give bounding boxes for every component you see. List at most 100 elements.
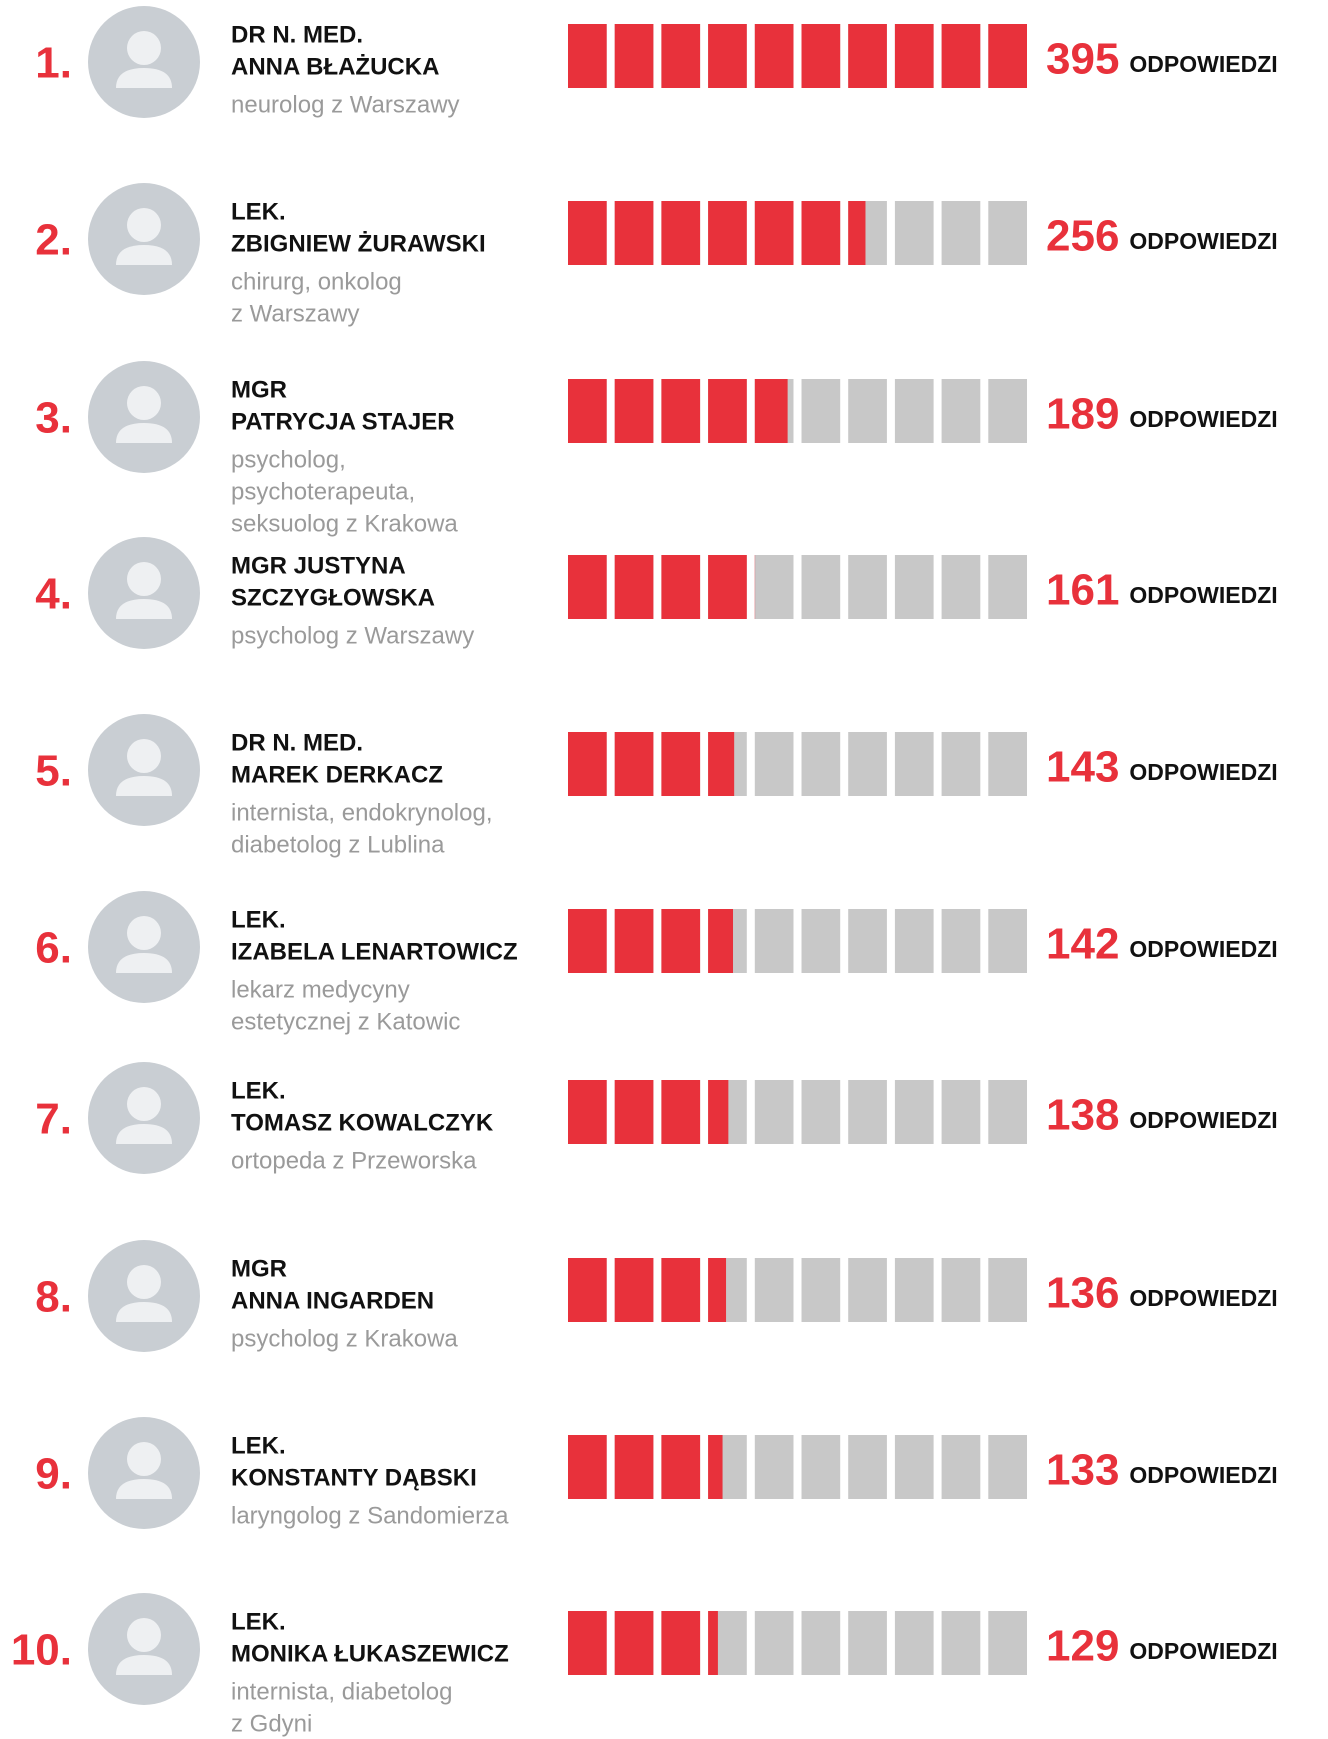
doctor-name: LEK. xyxy=(231,198,286,225)
bar-track xyxy=(802,555,841,619)
bar xyxy=(568,379,788,443)
doctor-name: ANNA INGARDEN xyxy=(231,1287,434,1314)
doctor-description: psycholog z Krakowa xyxy=(231,1325,458,1352)
avatar-head xyxy=(127,1442,161,1476)
doctor-description: lekarz medycyny xyxy=(231,976,410,1003)
bar xyxy=(568,909,733,973)
bar-track xyxy=(755,1435,794,1499)
answer-unit: ODPOWIEDZI xyxy=(1129,1462,1277,1488)
doctor-name: KONSTANTY DĄBSKI xyxy=(231,1464,477,1491)
bar-track xyxy=(755,1080,794,1144)
bar-track xyxy=(848,1258,887,1322)
bar-track xyxy=(848,1080,887,1144)
bar-track xyxy=(988,379,1027,443)
avatar-head xyxy=(127,208,161,242)
bar-track xyxy=(988,732,1027,796)
doctor-description: psycholog z Warszawy xyxy=(231,622,474,649)
bar-track xyxy=(755,1258,794,1322)
answer-count: 161 xyxy=(1046,566,1119,615)
bar-track xyxy=(942,379,981,443)
bar-track xyxy=(942,1611,981,1675)
bar-track xyxy=(755,555,794,619)
doctor-name: LEK. xyxy=(231,1432,286,1459)
bar-track xyxy=(942,909,981,973)
bar-track xyxy=(895,555,934,619)
answer-count: 129 xyxy=(1046,1622,1119,1671)
bar-track xyxy=(848,1435,887,1499)
doctor-name: DR N. MED. xyxy=(231,729,363,756)
bar-track xyxy=(988,201,1027,265)
bar-track xyxy=(942,1258,981,1322)
answer-unit: ODPOWIEDZI xyxy=(1129,759,1277,785)
answer-unit: ODPOWIEDZI xyxy=(1129,228,1277,254)
bar-track xyxy=(942,201,981,265)
doctor-description: psychoterapeuta, xyxy=(231,478,415,505)
bar xyxy=(568,24,1027,88)
rank: 5. xyxy=(35,747,72,796)
doctor-description: ortopeda z Przeworska xyxy=(231,1147,477,1174)
bar xyxy=(568,1258,726,1322)
doctor-name: MGR xyxy=(231,376,287,403)
avatar-head xyxy=(127,386,161,420)
bar-track xyxy=(942,1435,981,1499)
rank: 2. xyxy=(35,216,72,265)
bar-track xyxy=(895,909,934,973)
doctor-description: chirurg, onkolog xyxy=(231,268,402,295)
bar-track xyxy=(802,1611,841,1675)
bar-track xyxy=(802,909,841,973)
bar-track xyxy=(802,1080,841,1144)
doctor-description: neurolog z Warszawy xyxy=(231,91,460,118)
doctor-name: SZCZYGŁOWSKA xyxy=(231,584,435,611)
answer-count: 395 xyxy=(1046,35,1119,84)
ranking-row: 1. DR N. MED. ANNA BŁAŻUCKA neurolog z Wars… xyxy=(35,6,1277,118)
avatar-head xyxy=(127,739,161,773)
avatar-head xyxy=(127,1618,161,1652)
bar-track xyxy=(942,1080,981,1144)
doctor-name: ZBIGNIEW ŻURAWSKI xyxy=(231,230,486,257)
bar xyxy=(568,1611,718,1675)
doctor-name: TOMASZ KOWALCZYK xyxy=(231,1109,494,1136)
ranking-row: 5.DR N. MED.MAREK DERKACZinternista, end… xyxy=(35,714,1277,858)
answer-unit: ODPOWIEDZI xyxy=(1129,1285,1277,1311)
bar-track xyxy=(895,1080,934,1144)
ranking-row: 9.LEK.KONSTANTY DĄBSKIlaryngolog z Sando… xyxy=(35,1417,1277,1529)
answer-unit: ODPOWIEDZI xyxy=(1129,1107,1277,1133)
bar-track xyxy=(848,379,887,443)
bar-track xyxy=(988,1435,1027,1499)
rank: 10. xyxy=(11,1626,72,1675)
rank: 1. xyxy=(35,39,72,88)
doctor-name: LEK. xyxy=(231,1077,286,1104)
bar xyxy=(568,732,734,796)
bar-track xyxy=(802,379,841,443)
doctor-name: MGR xyxy=(231,1255,287,1282)
rank: 6. xyxy=(35,924,72,973)
doctor-description: internista, endokrynolog, xyxy=(231,799,493,826)
doctor-name: IZABELA LENARTOWICZ xyxy=(231,938,518,965)
avatar-head xyxy=(127,562,161,596)
bar-track xyxy=(848,732,887,796)
bar-track xyxy=(988,555,1027,619)
rank: 7. xyxy=(35,1095,72,1144)
avatar-head xyxy=(127,31,161,65)
bar-track xyxy=(895,1435,934,1499)
bar-track xyxy=(988,1611,1027,1675)
doctor-name: LEK. xyxy=(231,1608,286,1635)
doctor-description: laryngolog z Sandomierza xyxy=(231,1502,509,1529)
doctor-name: MONIKA ŁUKASZEWICZ xyxy=(231,1640,509,1667)
doctor-name: DR N. MED. xyxy=(231,21,363,48)
ranking-row: 7. LEK. TOMASZ KOWALCZYK ortopeda z Przewor… xyxy=(35,1062,1277,1174)
doctor-description: psycholog, xyxy=(231,446,346,473)
avatar-head xyxy=(127,1265,161,1299)
answer-unit: ODPOWIEDZI xyxy=(1129,406,1277,432)
doctor-description: seksuolog z Krakowa xyxy=(231,510,458,537)
avatar-head xyxy=(127,1087,161,1121)
answer-unit: ODPOWIEDZI xyxy=(1129,936,1277,962)
bar-track xyxy=(802,1258,841,1322)
doctor-name: ANNA BŁAŻUCKA xyxy=(231,53,439,80)
rank: 3. xyxy=(35,394,72,443)
